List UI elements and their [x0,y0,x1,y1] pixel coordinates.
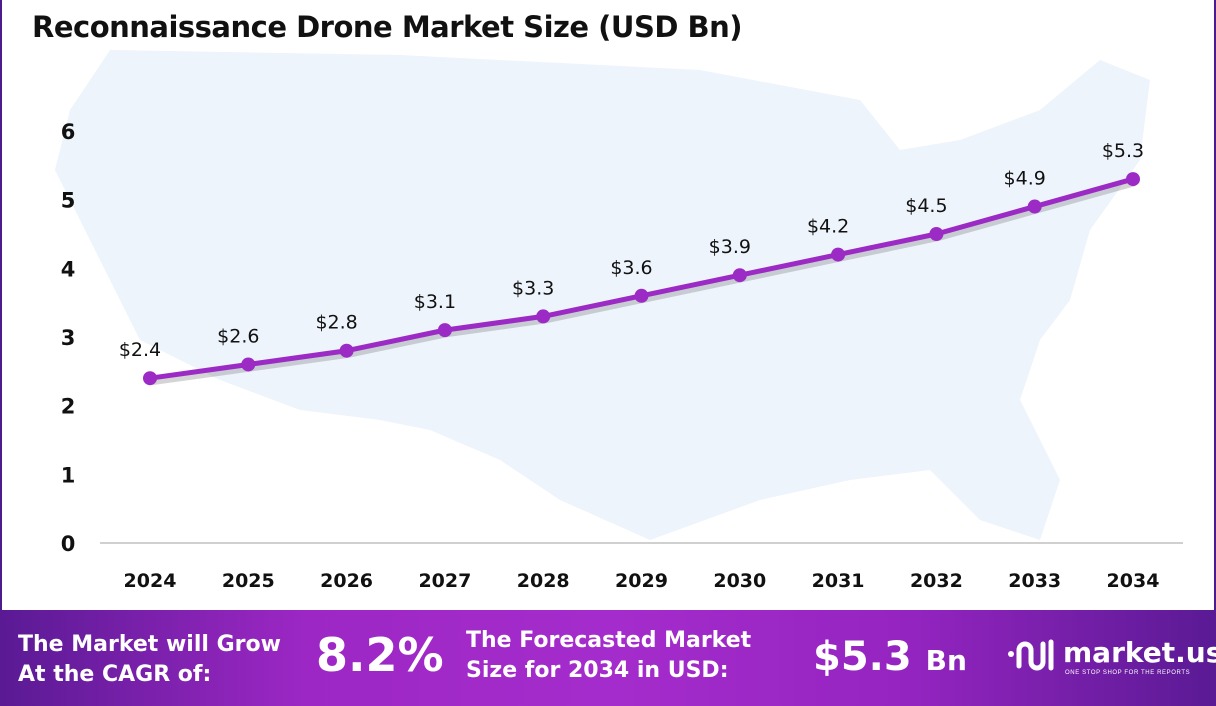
x-tick-label: 2029 [615,570,668,592]
forecast-value: $5.3 Bn [813,634,967,680]
footer-banner: The Market will Grow At the CAGR of: 8.2… [0,610,1216,706]
cagr-value: 8.2% [316,628,444,682]
data-label: $4.9 [1004,168,1046,190]
x-tick-label: 2025 [222,570,275,592]
data-label: $3.6 [610,257,652,279]
x-tick-label: 2032 [910,570,963,592]
us-map-background [55,50,1150,540]
forecast-label-line2: Size for 2034 in USD: [466,658,729,683]
data-label: $4.5 [905,195,947,217]
cagr-label-line1: The Market will Grow [18,632,281,657]
chart-title: Reconnaissance Drone Market Size (USD Bn… [32,10,743,44]
x-tick-label: 2027 [418,570,471,592]
logo-name: market.us [1063,636,1216,669]
y-tick-label: 3 [61,326,76,350]
data-point [831,247,846,262]
data-label: $5.3 [1102,140,1144,162]
cagr-label-line2: At the CAGR of: [18,662,212,687]
data-point [339,343,354,358]
x-tick-label: 2026 [320,570,373,592]
x-tick-label: 2034 [1107,570,1160,592]
x-tick-label: 2030 [713,570,766,592]
data-label: $3.9 [709,236,751,258]
data-label: $3.1 [414,291,456,313]
data-label: $2.6 [217,325,259,347]
y-tick-label: 5 [61,189,76,213]
y-tick-label: 4 [61,257,76,281]
x-tick-label: 2028 [517,570,570,592]
x-tick-label: 2031 [812,570,865,592]
y-tick-label: 1 [61,463,76,487]
y-tick-label: 0 [61,532,76,556]
market-us-logo: market.us ONE STOP SHOP FOR THE REPORTS [1005,636,1216,681]
data-point [437,323,452,338]
data-label: $4.2 [807,216,849,238]
cagr-label: The Market will Grow At the CAGR of: [18,630,281,690]
line-chart: 0 1 2 3 4 5 6 2024 2025 2026 2027 2028 2029 2030 2031 2… [55,50,1183,592]
x-tick-label: 2024 [124,570,177,592]
x-tick-label: 2033 [1008,570,1061,592]
y-tick-label: 6 [61,120,76,144]
logo-icon [1008,639,1054,671]
data-label: $2.4 [119,339,161,361]
data-point [143,371,157,386]
data-label: $3.3 [512,277,554,299]
forecast-label-line1: The Forecasted Market [466,628,752,653]
forecast-amount: $5.3 [813,634,912,680]
data-point [732,268,747,283]
data-point [1027,199,1042,214]
forecast-label: The Forecasted Market Size for 2034 in U… [466,626,751,686]
data-point [536,309,551,324]
data-point [929,227,944,241]
data-point [241,357,256,372]
data-point [634,288,649,303]
data-label: $2.8 [315,312,357,334]
y-tick-label: 2 [61,395,76,419]
logo-tagline: ONE STOP SHOP FOR THE REPORTS [1065,670,1191,676]
data-point [1126,172,1140,187]
forecast-unit: Bn [925,644,967,677]
